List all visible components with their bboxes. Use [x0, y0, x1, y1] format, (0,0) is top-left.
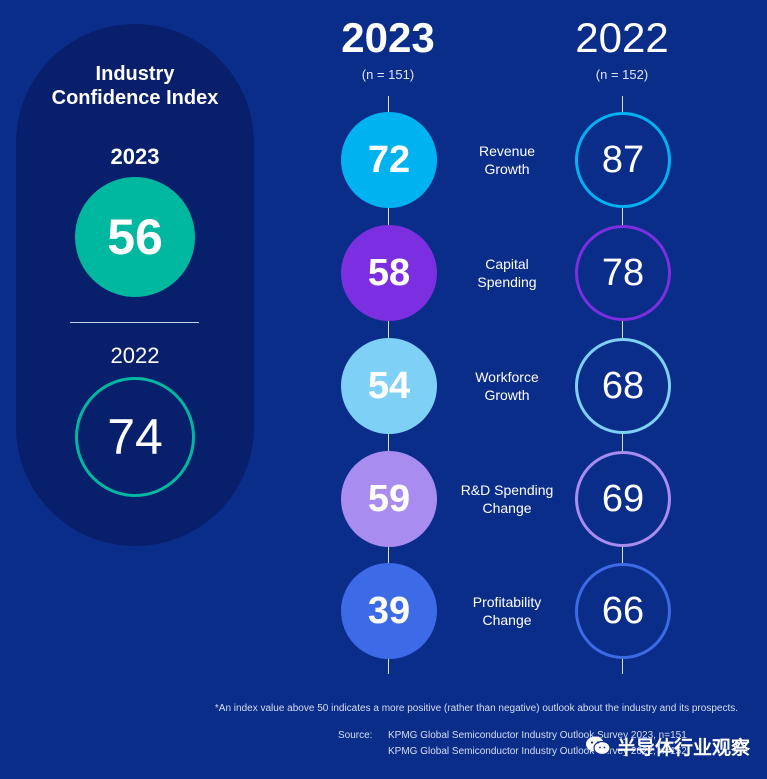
source-line2: KPMG Global Semiconductor Industry Outlo…	[388, 746, 687, 757]
metric-label-line1: Profitability	[472, 594, 542, 610]
metric-label-line2: Change	[482, 500, 532, 516]
metric-label-line2: Change	[482, 612, 532, 628]
column-year-2022: 2022	[575, 14, 669, 61]
index-title-line1: Industry	[95, 63, 175, 85]
metric-label: Workforce Growth	[447, 368, 567, 404]
watermark-text: 半导体行业观察	[617, 737, 751, 759]
source-label: Source:	[338, 730, 373, 741]
source-note: Source: KPMG Global Semiconductor Industr…	[338, 728, 687, 760]
metric-label-line1: Workforce	[475, 369, 539, 385]
metric-value-2022: 78	[575, 225, 671, 321]
footnote: *An index value above 50 indicates a mor…	[214, 703, 738, 714]
metric-label: Revenue Growth	[447, 142, 567, 178]
metric-value-2022: 87	[575, 112, 671, 208]
source-line1: KPMG Global Semiconductor Industry Outlo…	[388, 730, 687, 741]
watermark: 半导体行业观察	[585, 729, 750, 763]
index-divider	[70, 322, 199, 323]
metric-label: Profitability Change	[447, 593, 567, 629]
column-n-2023: (n = 151)	[361, 67, 415, 82]
metric-label-line2: Growth	[484, 387, 530, 403]
index-value-2023-circle: 56	[75, 177, 195, 297]
metric-value-2022: 68	[575, 338, 671, 434]
wechat-icon	[586, 736, 611, 756]
metric-label-line1: R&D Spending	[460, 482, 554, 498]
index-value-2022-circle: 74	[75, 377, 195, 497]
index-year-2023: 2023	[110, 144, 160, 169]
column-n-2022: (n = 152)	[595, 67, 649, 82]
metric-value-2023: 58	[341, 225, 437, 321]
metric-value-2022: 69	[575, 451, 671, 547]
index-title-line2: Confidence Index	[51, 87, 219, 109]
column-year-2023: 2023	[341, 14, 435, 61]
metric-value-2023: 72	[341, 112, 437, 208]
metric-value-2023: 54	[341, 338, 437, 434]
metric-label-line2: Spending	[477, 274, 537, 290]
metric-label: Capital Spending	[447, 255, 567, 291]
metric-value-2023: 59	[341, 451, 437, 547]
index-year-2022: 2022	[110, 343, 160, 368]
metric-value-2023: 39	[341, 563, 437, 659]
metric-label-line1: Capital	[485, 256, 529, 272]
metric-label: R&D Spending Change	[447, 481, 567, 517]
metric-value-2022: 66	[575, 563, 671, 659]
index-title: Industry Confidence Index	[0, 62, 270, 110]
metric-label-line1: Revenue	[478, 143, 536, 159]
metric-label-line2: Growth	[484, 161, 530, 177]
